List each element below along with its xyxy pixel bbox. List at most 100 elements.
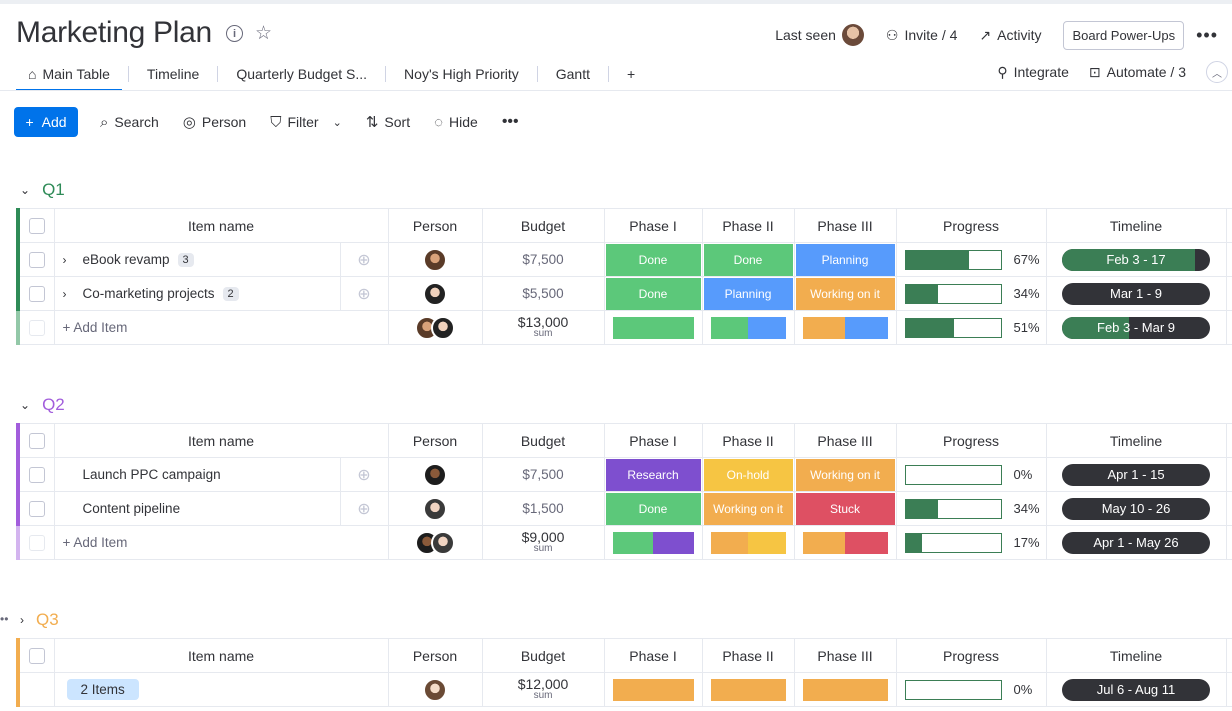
sort-button[interactable]: ⇅ Sort xyxy=(366,113,410,131)
add-view-icon[interactable]: + xyxy=(627,66,636,82)
hide-button[interactable]: ◌ Hide xyxy=(434,114,478,131)
row-checkbox[interactable] xyxy=(16,457,55,492)
search-button[interactable]: ⌕ Search xyxy=(100,114,159,131)
item-name[interactable]: eBook revamp xyxy=(82,252,170,267)
column-header[interactable]: Item name xyxy=(53,423,389,458)
phase3-cell[interactable]: Planning xyxy=(793,242,897,277)
invite-button[interactable]: ⚇ Invite / 4 xyxy=(886,27,957,44)
budget-cell[interactable]: $5,500 xyxy=(481,276,605,311)
chevron-down-icon[interactable]: ⌄ xyxy=(332,116,342,129)
add-update-icon[interactable]: ⊕ xyxy=(339,276,389,311)
phase2-cell[interactable]: Done xyxy=(701,242,795,277)
column-header[interactable]: Progress xyxy=(895,423,1047,458)
table-row[interactable]: Launch PPC campaign ⊕ $7,500 Research On… xyxy=(16,457,1232,492)
column-header[interactable]: Budget xyxy=(481,208,605,243)
chevron-down-icon[interactable]: ⌄ xyxy=(20,183,31,197)
phase3-cell[interactable]: Working on it xyxy=(793,457,897,492)
filter-button[interactable]: ⛉ Filter ⌄ xyxy=(270,114,342,131)
column-header[interactable]: Person xyxy=(387,208,483,243)
timeline-cell[interactable]: Mar 1 - 9 xyxy=(1045,276,1227,311)
info-icon[interactable]: i xyxy=(226,25,243,42)
row-checkbox[interactable] xyxy=(16,242,55,277)
column-header[interactable]: Phase II xyxy=(701,208,795,243)
budget-cell[interactable]: $7,500 xyxy=(481,242,605,277)
column-header[interactable]: Progress xyxy=(895,208,1047,243)
column-header[interactable]: Person xyxy=(387,423,483,458)
integrate-button[interactable]: ⚲ Integrate xyxy=(997,64,1069,81)
column-header[interactable]: Phase II xyxy=(701,423,795,458)
tab-gantt[interactable]: Gantt xyxy=(555,66,590,82)
item-name-cell[interactable]: › Co-marketing projects 2 xyxy=(53,276,341,311)
column-header[interactable]: Timeline xyxy=(1045,208,1227,243)
group-drag-handle-icon[interactable]: •• xyxy=(0,612,9,626)
add-button[interactable]: + Add xyxy=(14,107,78,137)
phase1-cell[interactable]: Done xyxy=(603,242,703,277)
column-header[interactable]: Budget xyxy=(481,423,605,458)
last-seen[interactable]: Last seen xyxy=(775,24,864,46)
row-checkbox[interactable] xyxy=(16,491,55,526)
item-name[interactable]: Launch PPC campaign xyxy=(82,467,221,482)
table-row[interactable]: › eBook revamp 3 ⊕ $7,500 Done Done Plan… xyxy=(16,242,1232,277)
more-toolbar-icon[interactable]: ••• xyxy=(501,113,519,130)
budget-cell[interactable]: $7,500 xyxy=(481,457,605,492)
column-header[interactable]: Budget xyxy=(481,638,605,673)
add-item-input[interactable]: + Add Item xyxy=(53,310,389,345)
more-options-icon[interactable]: ••• xyxy=(1196,24,1218,45)
automate-button[interactable]: ⊡ Automate / 3 xyxy=(1089,64,1186,81)
phase2-cell[interactable]: Working on it xyxy=(701,491,795,526)
group-header-q1[interactable]: ⌄ Q1 xyxy=(20,180,65,200)
item-name-cell[interactable]: › eBook revamp 3 xyxy=(53,242,341,277)
phase2-cell[interactable]: Planning xyxy=(701,276,795,311)
board-title[interactable]: Marketing Plan xyxy=(16,16,212,49)
phase1-cell[interactable]: Research xyxy=(603,457,703,492)
group-title[interactable]: Q1 xyxy=(42,180,65,199)
chevron-right-icon[interactable]: › xyxy=(62,286,67,301)
select-all-checkbox[interactable] xyxy=(16,208,55,243)
person-cell[interactable] xyxy=(387,457,483,492)
phase1-cell[interactable]: Done xyxy=(603,276,703,311)
column-header[interactable]: Timeline xyxy=(1045,638,1227,673)
chevron-down-icon[interactable]: ⌄ xyxy=(20,398,31,412)
add-update-icon[interactable]: ⊕ xyxy=(339,491,389,526)
row-checkbox[interactable] xyxy=(16,276,55,311)
phase1-cell[interactable]: Done xyxy=(603,491,703,526)
phase3-cell[interactable]: Stuck xyxy=(793,491,897,526)
item-name-cell[interactable]: Content pipeline xyxy=(53,491,341,526)
select-all-checkbox[interactable] xyxy=(16,423,55,458)
chevron-right-icon[interactable]: › xyxy=(20,613,24,627)
column-header[interactable]: Phase III xyxy=(793,638,897,673)
column-header[interactable]: Phase III xyxy=(793,208,897,243)
items-count-badge[interactable]: 2 Items xyxy=(66,679,139,700)
add-item-input[interactable]: + Add Item xyxy=(53,525,389,560)
chevron-right-icon[interactable]: › xyxy=(62,252,67,267)
column-header[interactable]: Phase I xyxy=(603,208,703,243)
tab-quarterly-budget[interactable]: Quarterly Budget S... xyxy=(236,66,368,82)
star-icon[interactable]: ☆ xyxy=(255,23,273,44)
timeline-cell[interactable]: Apr 1 - 15 xyxy=(1045,457,1227,492)
board-power-ups-button[interactable]: Board Power-Ups xyxy=(1063,20,1185,50)
person-cell[interactable] xyxy=(387,242,483,277)
chevron-up-icon[interactable]: ︿ xyxy=(1206,61,1228,83)
person-cell[interactable] xyxy=(387,276,483,311)
table-row[interactable]: › Co-marketing projects 2 ⊕ $5,500 Done … xyxy=(16,276,1232,311)
select-all-checkbox[interactable] xyxy=(16,638,55,673)
tab-high-priority[interactable]: Noy's High Priority xyxy=(404,66,519,82)
add-update-icon[interactable]: ⊕ xyxy=(339,457,389,492)
column-header[interactable]: Timeline xyxy=(1045,423,1227,458)
person-filter-button[interactable]: ◎ Person xyxy=(183,113,246,131)
group-title[interactable]: Q2 xyxy=(42,395,65,414)
table-row[interactable]: Content pipeline ⊕ $1,500 Done Working o… xyxy=(16,491,1232,526)
timeline-cell[interactable]: May 10 - 26 xyxy=(1045,491,1227,526)
group-header-q3[interactable]: › Q3 xyxy=(20,610,59,630)
tab-timeline[interactable]: Timeline xyxy=(146,66,200,82)
item-name[interactable]: Co-marketing projects xyxy=(82,286,215,301)
column-header[interactable]: Phase II xyxy=(701,638,795,673)
tab-main-table[interactable]: ⌂ Main Table xyxy=(16,58,122,91)
add-update-icon[interactable]: ⊕ xyxy=(339,242,389,277)
budget-cell[interactable]: $1,500 xyxy=(481,491,605,526)
group-header-q2[interactable]: ⌄ Q2 xyxy=(20,395,65,415)
column-header[interactable]: Item name xyxy=(53,208,389,243)
activity-button[interactable]: ↗ Activity xyxy=(979,27,1041,44)
column-header[interactable]: Progress xyxy=(895,638,1047,673)
group-title[interactable]: Q3 xyxy=(36,610,59,629)
